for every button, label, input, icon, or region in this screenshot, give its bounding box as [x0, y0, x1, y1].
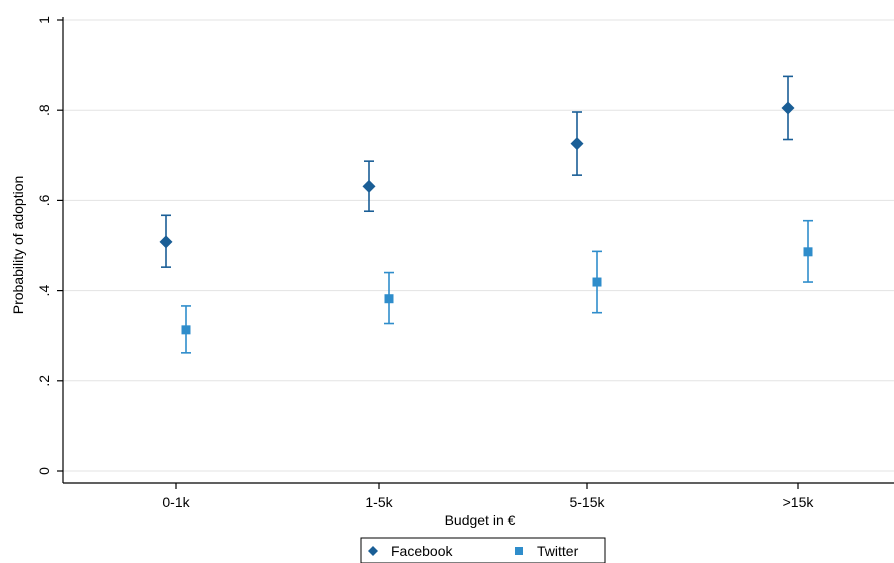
x-tick-label: 5-15k [569, 494, 605, 510]
x-tick-label: 1-5k [365, 494, 393, 510]
data-point-diamond [781, 101, 795, 115]
y-tick-label: .6 [36, 194, 52, 206]
data-point-square [803, 247, 813, 257]
x-axis-title: Budget in € [445, 512, 516, 528]
series-twitter [181, 219, 813, 354]
series-layer [159, 75, 813, 354]
x-axis-ticks: 0-1k 1-5k 5-15k >15k [162, 483, 814, 510]
data-point-diamond [159, 235, 173, 249]
y-tick-label: .4 [36, 285, 52, 297]
data-point-diamond [570, 137, 584, 151]
y-tick-label: 1 [36, 16, 52, 24]
legend-label: Twitter [537, 543, 579, 559]
legend-label: Facebook [391, 543, 453, 559]
data-point-square [592, 277, 602, 287]
y-axis-ticks: 0 .2 .4 .6 .8 1 [36, 16, 63, 475]
x-tick-label: >15k [783, 494, 815, 510]
series-facebook [159, 75, 795, 268]
y-axis-title: Probability of adoption [10, 176, 26, 315]
gridlines [63, 19, 894, 472]
data-point-square [384, 294, 394, 304]
y-tick-label: 0 [36, 467, 52, 475]
legend-box [360, 537, 606, 563]
y-tick-label: .2 [36, 375, 52, 387]
data-point-square [181, 325, 191, 335]
legend-marker-diamond [368, 546, 378, 556]
legend-marker-square [515, 547, 523, 555]
legend: Facebook Twitter [360, 537, 606, 563]
data-point-diamond [362, 179, 376, 193]
y-tick-label: .8 [36, 104, 52, 116]
plot-area [63, 17, 894, 483]
x-tick-label: 0-1k [162, 494, 190, 510]
